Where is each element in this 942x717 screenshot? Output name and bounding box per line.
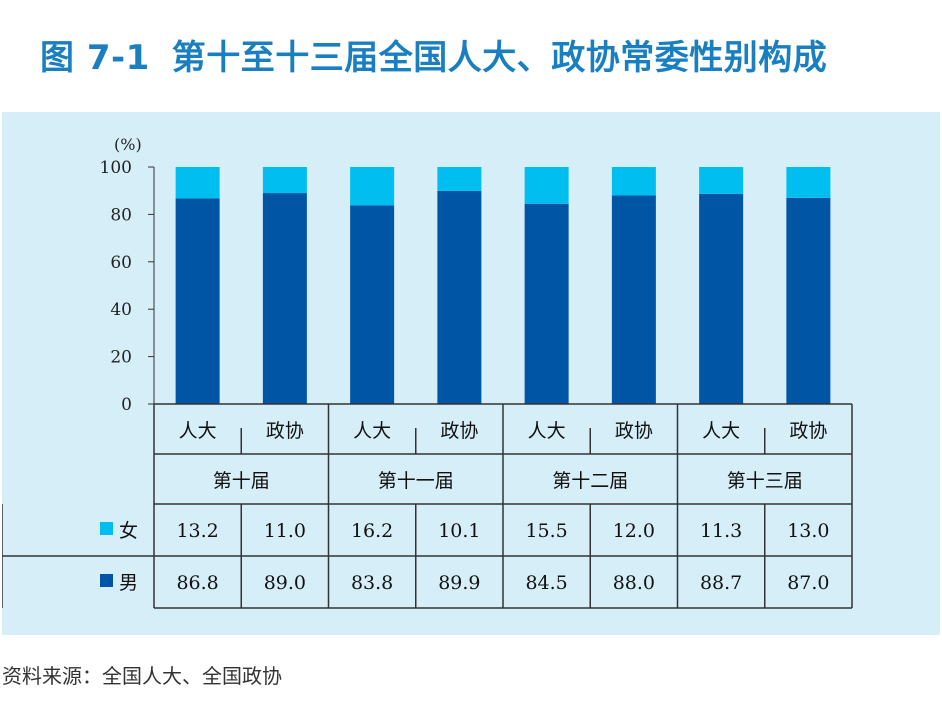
x-group-label: 第十三届 <box>727 470 803 492</box>
figure-number: 图 7-1 <box>40 38 150 78</box>
y-tick-label: 60 <box>110 253 132 273</box>
data-label-female: 10.1 <box>438 520 480 542</box>
legend-swatch-female <box>100 522 113 535</box>
y-tick-label: 40 <box>110 300 132 320</box>
data-label-male: 88.0 <box>613 572 655 594</box>
bar-female <box>437 167 482 191</box>
bar-male <box>524 203 569 404</box>
legend-swatch-male <box>100 574 113 587</box>
bar-female <box>611 167 656 196</box>
data-label-male: 83.8 <box>351 572 393 594</box>
x-group-label: 第十一届 <box>378 470 454 492</box>
bar-male <box>262 193 307 404</box>
data-label-female: 15.5 <box>525 520 567 542</box>
bar-male <box>350 205 395 404</box>
bar-male <box>786 197 831 404</box>
data-label-male: 86.8 <box>176 572 218 594</box>
data-label-male: 87.0 <box>787 572 829 594</box>
bar-female <box>262 167 307 194</box>
data-label-female: 11.3 <box>700 520 742 542</box>
legend-label-male: 男 <box>119 572 138 594</box>
bar-male <box>437 190 482 404</box>
data-label-female: 13.2 <box>176 520 218 542</box>
x-group-label: 第十届 <box>213 470 270 492</box>
bar-female <box>786 167 831 198</box>
x-category-label: 人大 <box>353 420 391 442</box>
x-category-label: 政协 <box>789 420 827 442</box>
source-note: 资料来源：全国人大、全国政协 <box>2 664 282 688</box>
x-group-label: 第十二届 <box>552 470 628 492</box>
bar-male <box>175 198 220 404</box>
data-label-female: 11.0 <box>264 520 306 542</box>
data-label-female: 16.2 <box>351 520 393 542</box>
bar-male <box>611 195 656 404</box>
bar-female <box>175 167 220 199</box>
legend-label-female: 女 <box>119 520 138 542</box>
data-label-female: 13.0 <box>787 520 829 542</box>
x-category-label: 政协 <box>615 420 653 442</box>
y-tick-label: 80 <box>110 205 132 225</box>
bar-female <box>699 167 744 194</box>
y-tick-label: 0 <box>121 395 132 415</box>
data-label-male: 89.0 <box>264 572 306 594</box>
x-category-label: 政协 <box>266 420 304 442</box>
figure-title: 第十至十三届全国人大、政协常委性别构成 <box>171 38 828 78</box>
chart-panel: (%) 0 20 40 60 80 100 人大 政协 人大 政协 人大 政协 人大 政协第十届 第十一届 第十… <box>2 112 940 635</box>
bar-female <box>524 167 569 204</box>
x-category-label: 人大 <box>179 420 217 442</box>
y-axis-unit: (%) <box>114 135 142 154</box>
bar-female <box>350 167 395 206</box>
data-label-female: 12.0 <box>613 520 655 542</box>
data-label-male: 88.7 <box>700 572 742 594</box>
x-category-label: 政协 <box>440 420 478 442</box>
bar-male <box>699 193 744 404</box>
chart-title: 图 7-1 第十至十三届全国人大、政协常委性别构成 <box>40 30 827 80</box>
data-label-male: 84.5 <box>525 572 567 594</box>
x-category-label: 人大 <box>528 420 566 442</box>
data-label-male: 89.9 <box>438 572 480 594</box>
y-tick-label: 100 <box>100 158 132 178</box>
y-tick-label: 20 <box>110 348 132 368</box>
x-category-label: 人大 <box>702 420 740 442</box>
